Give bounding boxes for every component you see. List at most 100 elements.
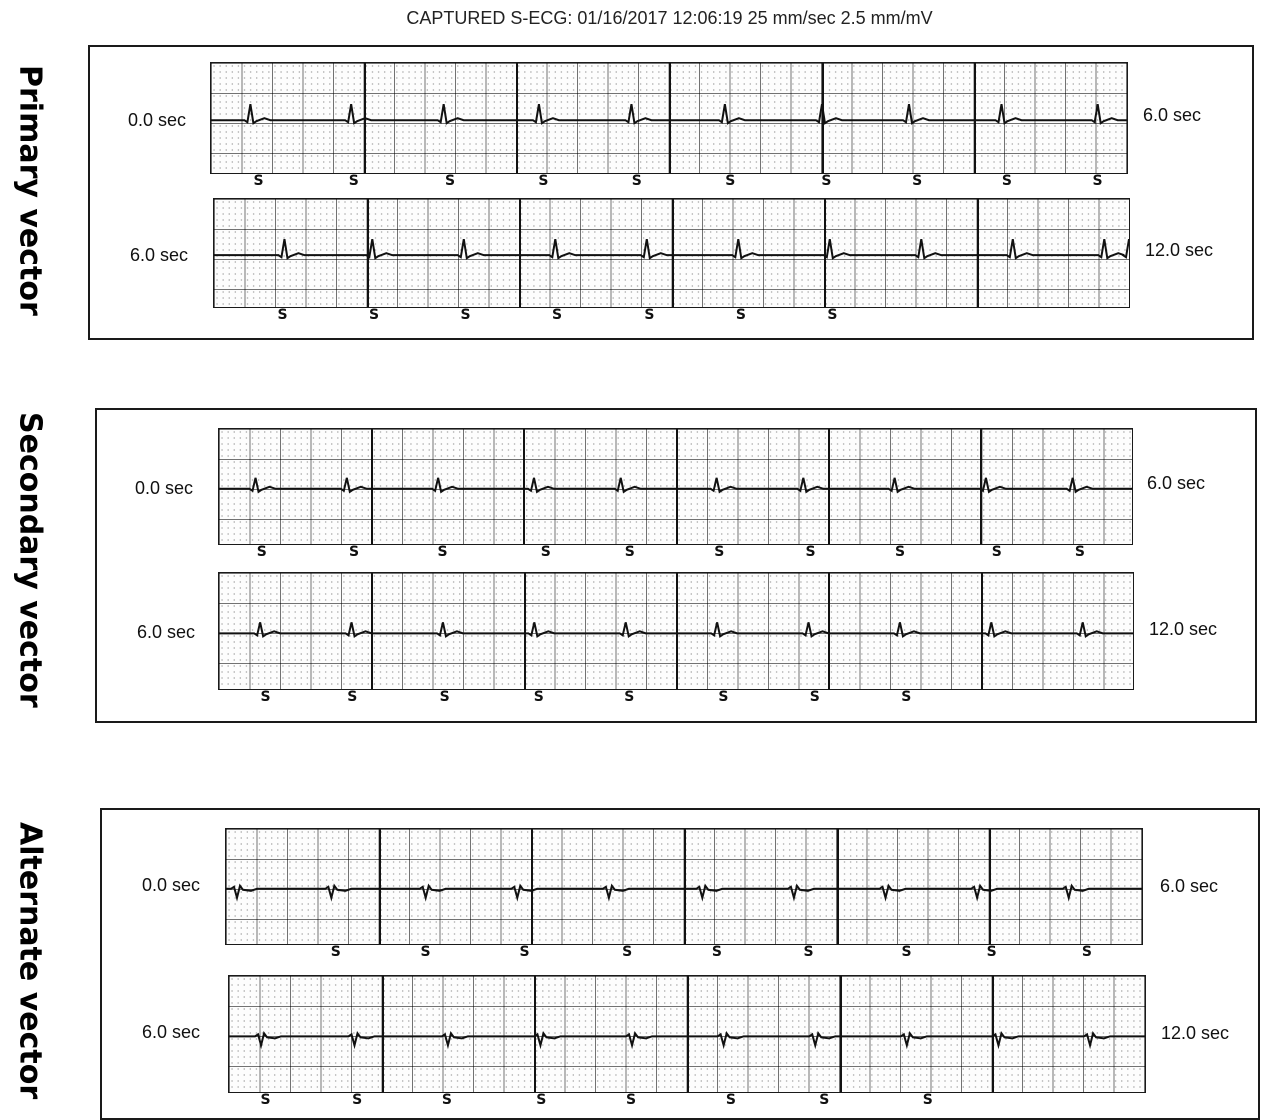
segment-divider — [976, 199, 979, 307]
segment-divider — [676, 573, 678, 689]
segment-divider — [378, 829, 381, 944]
sense-marker: S — [277, 307, 288, 323]
segment-divider — [669, 63, 671, 173]
ecg-trace — [211, 104, 1127, 125]
sense-marker: S — [519, 944, 530, 960]
sense-marker: S — [821, 173, 832, 189]
segment-divider — [523, 429, 526, 544]
sense-marker: S — [735, 307, 746, 323]
sense-marker: S — [1074, 544, 1085, 560]
segment-divider — [381, 976, 384, 1092]
sense-marker: S — [819, 1092, 830, 1108]
sense-marker: S — [253, 173, 264, 189]
primary-row1-start-label: 0.0 sec — [128, 110, 187, 130]
vector-label-primary: Primary vector — [12, 64, 48, 316]
secondary-row1-start-label: 0.0 sec — [135, 478, 194, 498]
sense-marker: S — [625, 1092, 637, 1108]
sense-marker: S — [348, 544, 360, 560]
sense-marker: S — [551, 307, 563, 323]
segment-divider — [516, 63, 519, 173]
sense-marker: S — [540, 544, 551, 560]
sense-marker: S — [912, 173, 923, 189]
vector-label-alternate: Alternate vector — [12, 822, 48, 1100]
segment-divider — [821, 63, 824, 173]
sense-marker: S — [352, 1092, 363, 1108]
segment-divider — [980, 573, 983, 689]
segment-divider — [519, 199, 521, 307]
sense-marker: S — [725, 1092, 736, 1108]
segment-divider — [371, 429, 374, 544]
sense-marker: S — [444, 173, 456, 189]
alternate-row1-end-label: 6.0 sec — [1160, 876, 1219, 896]
segment-divider — [366, 199, 369, 307]
sense-marker: S — [827, 307, 838, 323]
sense-marker: S — [420, 944, 431, 960]
sense-marker: S — [439, 689, 450, 705]
sense-marker: S — [330, 944, 341, 960]
segment-divider — [675, 429, 678, 544]
sense-marker: S — [368, 307, 380, 323]
sense-marker: S — [901, 944, 912, 960]
sense-marker: S — [437, 544, 448, 560]
sense-marker: S — [624, 544, 635, 560]
ecg-trace-svg — [229, 1031, 1145, 1050]
primary-row2-end-label: 12.0 sec — [1145, 240, 1214, 260]
sense-marker: S — [538, 173, 549, 189]
ecg-trace-svg — [219, 477, 1132, 494]
sense-marker: S — [644, 307, 655, 323]
ecg-trace-svg — [219, 622, 1133, 638]
ecg-strip-alternate-row2 — [228, 975, 1146, 1093]
segment-divider — [836, 829, 839, 944]
sense-marker: S — [718, 689, 729, 705]
sense-marker: S — [901, 689, 912, 705]
vector-label-secondary: Secondary vector — [12, 412, 48, 708]
alternate-row1-start-label: 0.0 sec — [142, 875, 201, 895]
ecg-trace — [226, 883, 1142, 902]
ecg-trace — [219, 622, 1133, 638]
sense-marker: S — [624, 689, 635, 705]
segment-divider — [371, 573, 374, 689]
ecg-trace — [229, 1031, 1145, 1050]
segment-divider — [534, 976, 537, 1092]
segment-divider — [523, 573, 526, 689]
sense-marker: S — [1001, 173, 1012, 189]
segment-divider — [974, 63, 977, 173]
secondary-row1-end-label: 6.0 sec — [1147, 473, 1206, 493]
sense-marker: S — [986, 944, 997, 960]
sense-marker: S — [622, 944, 633, 960]
segment-divider — [671, 199, 674, 307]
sense-marker: S — [260, 689, 271, 705]
sense-marker: S — [260, 1092, 271, 1108]
sense-marker: S — [460, 307, 471, 323]
sense-marker: S — [536, 1092, 547, 1108]
ecg-strip-primary-row2 — [213, 198, 1130, 308]
sense-marker: S — [256, 544, 267, 560]
segment-divider — [687, 976, 689, 1092]
sense-marker: S — [803, 944, 814, 960]
sense-marker: S — [631, 173, 642, 189]
sense-marker: S — [714, 544, 725, 560]
sense-marker: S — [347, 689, 358, 705]
segment-divider — [839, 976, 842, 1092]
ecg-strip-secondary-row2 — [218, 572, 1134, 690]
sense-marker: S — [894, 544, 906, 560]
ecg-strip-secondary-row1 — [218, 428, 1133, 545]
ecg-trace-svg — [211, 104, 1127, 125]
segment-divider — [684, 829, 686, 944]
sense-marker: S — [1092, 173, 1103, 189]
sense-marker: S — [725, 173, 736, 189]
sense-marker: S — [348, 173, 359, 189]
sense-marker: S — [809, 689, 820, 705]
ecg-trace-svg — [226, 883, 1142, 902]
segment-divider — [989, 829, 992, 944]
segment-divider — [992, 976, 995, 1092]
primary-row2-start-label: 6.0 sec — [130, 245, 189, 265]
sense-marker: S — [805, 544, 816, 560]
sense-marker: S — [922, 1092, 933, 1108]
sense-marker: S — [991, 544, 1002, 560]
segment-divider — [824, 199, 826, 307]
sense-marker: S — [1081, 944, 1092, 960]
secondary-row2-end-label: 12.0 sec — [1149, 619, 1218, 639]
sense-marker: S — [711, 944, 722, 960]
sense-marker: S — [441, 1092, 452, 1108]
